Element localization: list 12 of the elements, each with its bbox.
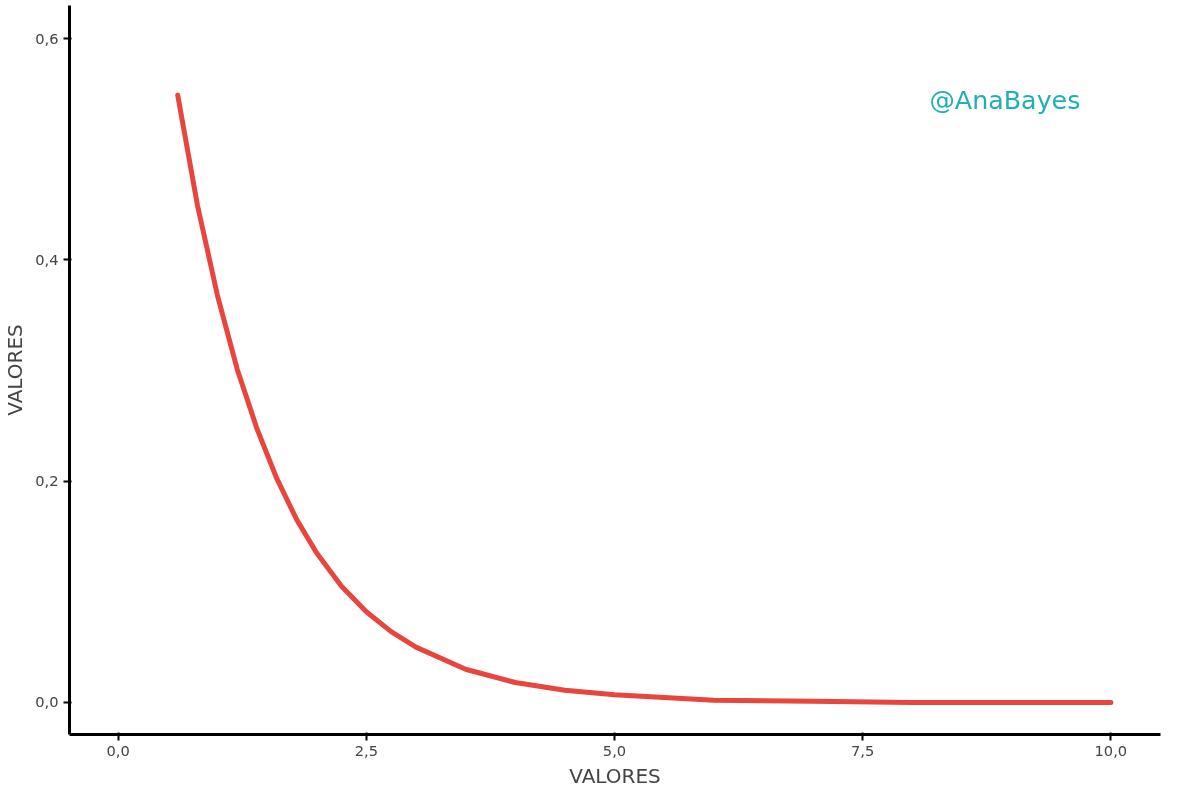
y-tick-label: 0,0 <box>35 693 59 711</box>
annotation: @AnaBayes <box>929 84 1081 115</box>
x-tick-label: 10,0 <box>1094 741 1128 759</box>
y-axis-title: VALORES <box>3 324 28 416</box>
y-tick-label: 0,6 <box>35 29 59 47</box>
x-tick-label: 0,0 <box>106 741 130 759</box>
y-tick-label: 0,4 <box>35 250 59 268</box>
x-tick-label: 7,5 <box>851 741 875 759</box>
x-axis-title: VALORES <box>569 763 661 788</box>
x-tick-label: 5,0 <box>602 741 627 759</box>
x-tick-label: 2,5 <box>354 741 378 759</box>
y-tick-label: 0,2 <box>35 472 59 490</box>
